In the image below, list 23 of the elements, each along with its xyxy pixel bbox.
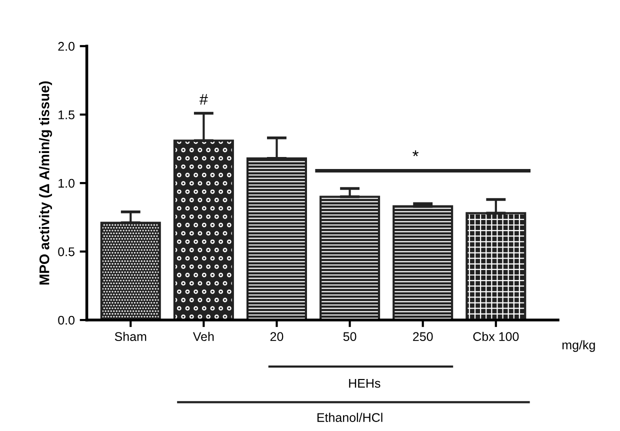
text: Ethanol/HCl bbox=[317, 412, 382, 422]
bar bbox=[392, 205, 454, 320]
x-tick-label: Cbx 100 bbox=[473, 332, 519, 342]
y-axis-title: MPO activity (Δ A/min/g tissue) bbox=[39, 81, 52, 284]
annotation: * bbox=[412, 150, 419, 156]
x-tick-label: 20 bbox=[270, 332, 284, 342]
y-tick-label: 2.0 bbox=[58, 42, 75, 51]
x-tick-label: Sham bbox=[114, 332, 146, 342]
x-tick-label: 50 bbox=[343, 332, 356, 342]
x-tick-label: 250 bbox=[413, 332, 433, 342]
y-tick-label: 0.0 bbox=[58, 316, 75, 325]
x-tick-label: Veh bbox=[192, 332, 214, 342]
bar bbox=[466, 212, 526, 320]
text: HEHs bbox=[349, 379, 380, 388]
y-tick-label: 0.5 bbox=[58, 247, 74, 256]
y-tick-label: 1.5 bbox=[58, 110, 74, 120]
bar bbox=[320, 196, 380, 320]
bar bbox=[100, 222, 161, 320]
bar bbox=[246, 157, 308, 320]
annotation: # bbox=[200, 94, 208, 105]
text: mg/kg bbox=[562, 340, 595, 352]
y-tick-label: 1.0 bbox=[58, 178, 75, 188]
bar bbox=[173, 140, 234, 320]
